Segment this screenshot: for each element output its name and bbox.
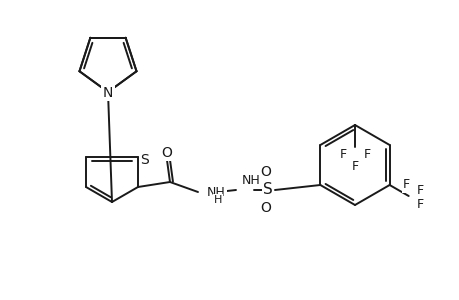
Text: F: F [416, 197, 423, 211]
Text: O: O [260, 201, 271, 215]
Text: S: S [140, 153, 149, 167]
Text: F: F [351, 160, 358, 172]
Text: O: O [161, 146, 172, 160]
Text: NH: NH [207, 185, 225, 199]
Text: O: O [260, 165, 271, 179]
Text: N: N [103, 86, 113, 100]
Text: NH: NH [241, 175, 260, 188]
Text: F: F [339, 148, 346, 161]
Text: F: F [363, 148, 370, 161]
Text: F: F [402, 178, 409, 191]
Text: S: S [263, 182, 272, 197]
Text: H: H [213, 195, 222, 205]
Text: F: F [416, 184, 423, 197]
